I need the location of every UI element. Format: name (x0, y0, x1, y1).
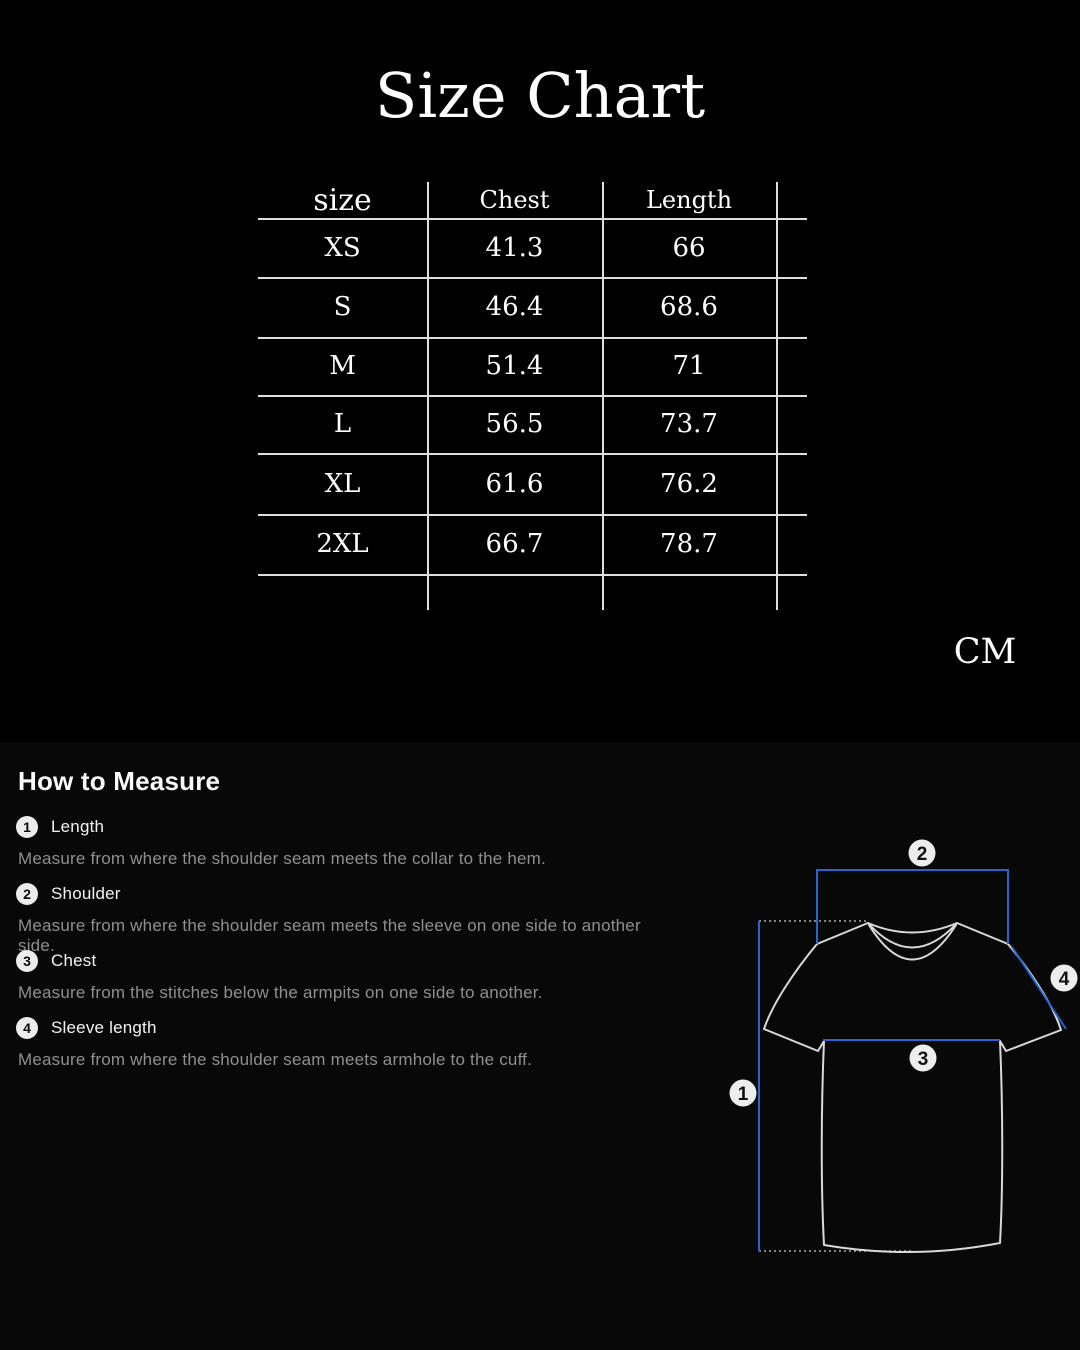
svg-text:2: 2 (917, 844, 928, 865)
measure-item-label: Length (51, 817, 105, 836)
number-badge-2: 2 (16, 883, 38, 905)
table-rule (258, 218, 807, 220)
table-row: 2XL 66.7 78.7 (258, 514, 807, 574)
tshirt-diagram: 1 2 3 4 (729, 839, 1078, 1253)
table-rule (258, 574, 807, 576)
number-badge-1: 1 (16, 816, 38, 838)
cell-size: 2XL (316, 529, 369, 559)
table-rule (258, 395, 807, 397)
number-badge-4: 4 (16, 1017, 38, 1039)
cell-size: XL (324, 468, 361, 499)
measure-item-header: 2 Shoulder (16, 882, 676, 906)
measure-item-shoulder: 2 Shoulder Measure from where the should… (16, 882, 676, 956)
table-row: XL 61.6 76.2 (258, 453, 807, 514)
measure-item-header: 3 Chest (16, 949, 676, 973)
measure-item-description: Measure from the stitches below the armp… (18, 983, 543, 1002)
measurement-lines (758, 869, 1067, 1251)
number-badge-3: 3 (16, 950, 38, 972)
svg-text:4: 4 (1059, 969, 1070, 990)
cell-length: 68.6 (660, 292, 718, 322)
table-row: S 46.4 68.6 (258, 277, 807, 337)
marker-2: 2 (908, 839, 936, 867)
svg-text:3: 3 (918, 1049, 929, 1070)
cell-length: 73.7 (660, 409, 718, 439)
cell-length: 66 (672, 232, 706, 263)
measure-item-label: Sleeve length (51, 1018, 157, 1037)
measure-item-description: Measure from where the shoulder seam mee… (18, 849, 546, 868)
cell-chest: 66.7 (485, 529, 544, 559)
cell-size: M (329, 351, 356, 381)
measure-item-sleeve-length: 4 Sleeve length Measure from where the s… (16, 1016, 676, 1070)
measure-item-label: Chest (51, 951, 97, 970)
table-row: L 56.5 73.7 (258, 395, 807, 453)
measure-item-description: Measure from where the shoulder seam mee… (18, 1050, 533, 1069)
header-length: Length (645, 186, 733, 214)
cell-length: 71 (672, 351, 706, 381)
sleeve-measure-line (1011, 946, 1067, 1030)
how-to-measure-panel (0, 742, 1080, 1350)
cell-chest: 61.6 (485, 468, 544, 499)
dotted-guide-lines (759, 920, 912, 1252)
cell-chest: 51.4 (485, 351, 544, 381)
cell-chest: 56.5 (485, 409, 544, 439)
cell-chest: 41.3 (485, 232, 544, 263)
header-size: size (313, 182, 372, 218)
table-header-row: size Chest Length (258, 182, 807, 218)
measure-item-length: 1 Length Measure from where the shoulder… (16, 815, 676, 869)
measure-item-header: 4 Sleeve length (16, 1016, 676, 1040)
marker-4: 4 (1050, 964, 1078, 992)
measure-item-header: 1 Length (16, 815, 676, 839)
cell-length: 78.7 (660, 529, 718, 559)
marker-1: 1 (729, 1079, 757, 1107)
cell-length: 76.2 (660, 468, 718, 499)
table-rule (258, 277, 807, 279)
cell-size: S (333, 292, 352, 322)
measure-item-label: Shoulder (51, 884, 121, 903)
marker-3: 3 (909, 1044, 937, 1072)
shoulder-measure-line (816, 869, 1009, 944)
measure-item-chest: 3 Chest Measure from the stitches below … (16, 949, 676, 1003)
table-rule (258, 337, 807, 339)
table-rule (258, 453, 807, 455)
header-chest: Chest (479, 186, 550, 214)
page-title: Size Chart (374, 59, 706, 132)
svg-text:1: 1 (738, 1084, 749, 1105)
tshirt-outline-icon (763, 922, 1062, 1253)
table-rule (258, 514, 807, 516)
cell-chest: 46.4 (485, 292, 544, 322)
how-to-measure-title: How to Measure (18, 766, 221, 796)
table-row: M 51.4 71 (258, 337, 807, 395)
table-row: XS 41.3 66 (258, 218, 807, 277)
cell-size: XS (324, 232, 361, 263)
size-table: size Chest Length XS 41.3 66 S 46.4 68.6… (258, 182, 807, 610)
cell-size: L (333, 409, 352, 439)
unit-label: CM (953, 632, 1017, 672)
